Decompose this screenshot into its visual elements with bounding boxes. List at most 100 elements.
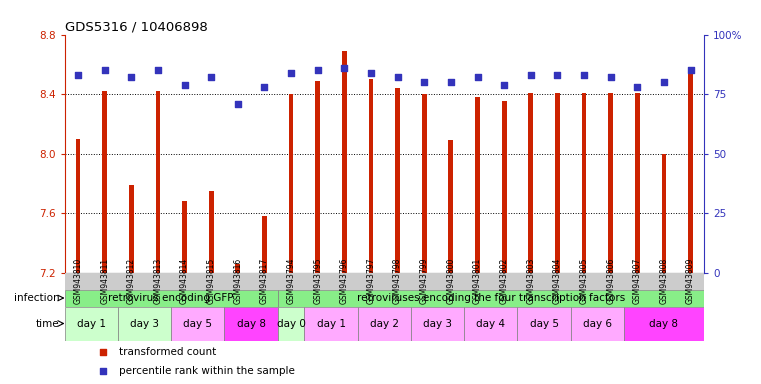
Bar bbox=[129, 185, 134, 273]
Text: GSM943809: GSM943809 bbox=[686, 258, 695, 304]
Point bbox=[338, 65, 350, 71]
Text: GSM943803: GSM943803 bbox=[527, 258, 535, 304]
Text: GSM943814: GSM943814 bbox=[180, 258, 189, 304]
Text: GSM943796: GSM943796 bbox=[340, 258, 349, 304]
Text: GSM943815: GSM943815 bbox=[207, 258, 215, 304]
Bar bbox=[448, 140, 454, 273]
Text: retrovirus encoding GFP: retrovirus encoding GFP bbox=[109, 293, 234, 303]
Text: day 0: day 0 bbox=[277, 318, 305, 328]
Bar bbox=[528, 93, 533, 273]
Text: GSM943805: GSM943805 bbox=[580, 258, 588, 304]
Text: day 3: day 3 bbox=[130, 318, 159, 328]
Bar bbox=[235, 263, 240, 273]
Text: day 3: day 3 bbox=[423, 318, 452, 328]
Point bbox=[524, 72, 537, 78]
Text: percentile rank within the sample: percentile rank within the sample bbox=[119, 366, 295, 376]
Bar bbox=[262, 216, 267, 273]
Bar bbox=[278, 273, 304, 290]
Point bbox=[205, 74, 218, 81]
Bar bbox=[384, 273, 411, 290]
Bar bbox=[278, 306, 304, 341]
Text: GSM943797: GSM943797 bbox=[367, 258, 375, 304]
Bar bbox=[635, 93, 640, 273]
Bar bbox=[182, 201, 187, 273]
Point bbox=[391, 74, 403, 81]
Text: day 5: day 5 bbox=[183, 318, 212, 328]
Bar bbox=[91, 273, 118, 290]
Bar bbox=[411, 273, 438, 290]
Bar bbox=[331, 273, 358, 290]
Point bbox=[631, 84, 643, 90]
Text: day 4: day 4 bbox=[476, 318, 505, 328]
Bar bbox=[571, 273, 597, 290]
Point bbox=[72, 72, 84, 78]
Point bbox=[285, 70, 297, 76]
Text: GSM943798: GSM943798 bbox=[393, 258, 402, 304]
Bar bbox=[491, 273, 517, 290]
Bar bbox=[677, 273, 704, 290]
Bar bbox=[544, 273, 571, 290]
Text: GSM943800: GSM943800 bbox=[447, 258, 455, 304]
Bar bbox=[608, 93, 613, 273]
Bar bbox=[251, 273, 278, 290]
Bar bbox=[224, 306, 278, 341]
Bar bbox=[501, 101, 507, 273]
Bar bbox=[75, 139, 81, 273]
Bar bbox=[304, 273, 331, 290]
Bar bbox=[464, 273, 491, 290]
Text: day 2: day 2 bbox=[370, 318, 399, 328]
Text: retroviruses encoding the four transcription factors: retroviruses encoding the four transcrip… bbox=[357, 293, 625, 303]
Text: GSM943802: GSM943802 bbox=[500, 258, 508, 304]
Bar bbox=[155, 91, 161, 273]
Bar bbox=[651, 273, 677, 290]
Bar bbox=[517, 273, 544, 290]
Bar bbox=[661, 154, 667, 273]
Bar bbox=[358, 273, 384, 290]
Point bbox=[498, 81, 510, 88]
Text: GDS5316 / 10406898: GDS5316 / 10406898 bbox=[65, 20, 208, 33]
Bar bbox=[597, 273, 624, 290]
Text: transformed count: transformed count bbox=[119, 347, 216, 357]
Text: GSM943806: GSM943806 bbox=[607, 258, 615, 304]
Point bbox=[125, 74, 137, 81]
Text: GSM943794: GSM943794 bbox=[287, 258, 295, 304]
Text: GSM943810: GSM943810 bbox=[74, 258, 82, 304]
Point bbox=[97, 349, 109, 355]
Point bbox=[365, 70, 377, 76]
Point bbox=[98, 67, 111, 73]
Point bbox=[178, 81, 190, 88]
Point bbox=[578, 72, 590, 78]
Text: GSM943804: GSM943804 bbox=[553, 258, 562, 304]
Text: GSM943813: GSM943813 bbox=[154, 258, 162, 304]
Bar bbox=[171, 273, 198, 290]
Point bbox=[444, 79, 457, 85]
Text: day 8: day 8 bbox=[649, 318, 679, 328]
Bar bbox=[278, 290, 704, 306]
Point bbox=[231, 101, 244, 107]
Point bbox=[658, 79, 670, 85]
Text: GSM943812: GSM943812 bbox=[127, 258, 135, 304]
Bar bbox=[198, 273, 224, 290]
Point bbox=[312, 67, 324, 73]
Point bbox=[419, 79, 431, 85]
Text: GSM943811: GSM943811 bbox=[100, 258, 109, 304]
Bar bbox=[288, 94, 294, 273]
Text: day 6: day 6 bbox=[583, 318, 612, 328]
Bar bbox=[65, 273, 91, 290]
Point bbox=[551, 72, 563, 78]
Bar bbox=[358, 306, 411, 341]
Bar bbox=[368, 79, 374, 273]
Bar bbox=[171, 306, 224, 341]
Bar bbox=[571, 306, 624, 341]
Bar bbox=[411, 306, 464, 341]
Bar bbox=[624, 273, 651, 290]
Bar bbox=[145, 273, 171, 290]
Text: GSM943808: GSM943808 bbox=[660, 258, 668, 304]
Point bbox=[97, 368, 109, 374]
Bar bbox=[224, 273, 251, 290]
Point bbox=[471, 74, 484, 81]
Text: GSM943801: GSM943801 bbox=[473, 258, 482, 304]
Text: day 8: day 8 bbox=[237, 318, 266, 328]
Text: time: time bbox=[36, 318, 59, 328]
Bar bbox=[342, 51, 347, 273]
